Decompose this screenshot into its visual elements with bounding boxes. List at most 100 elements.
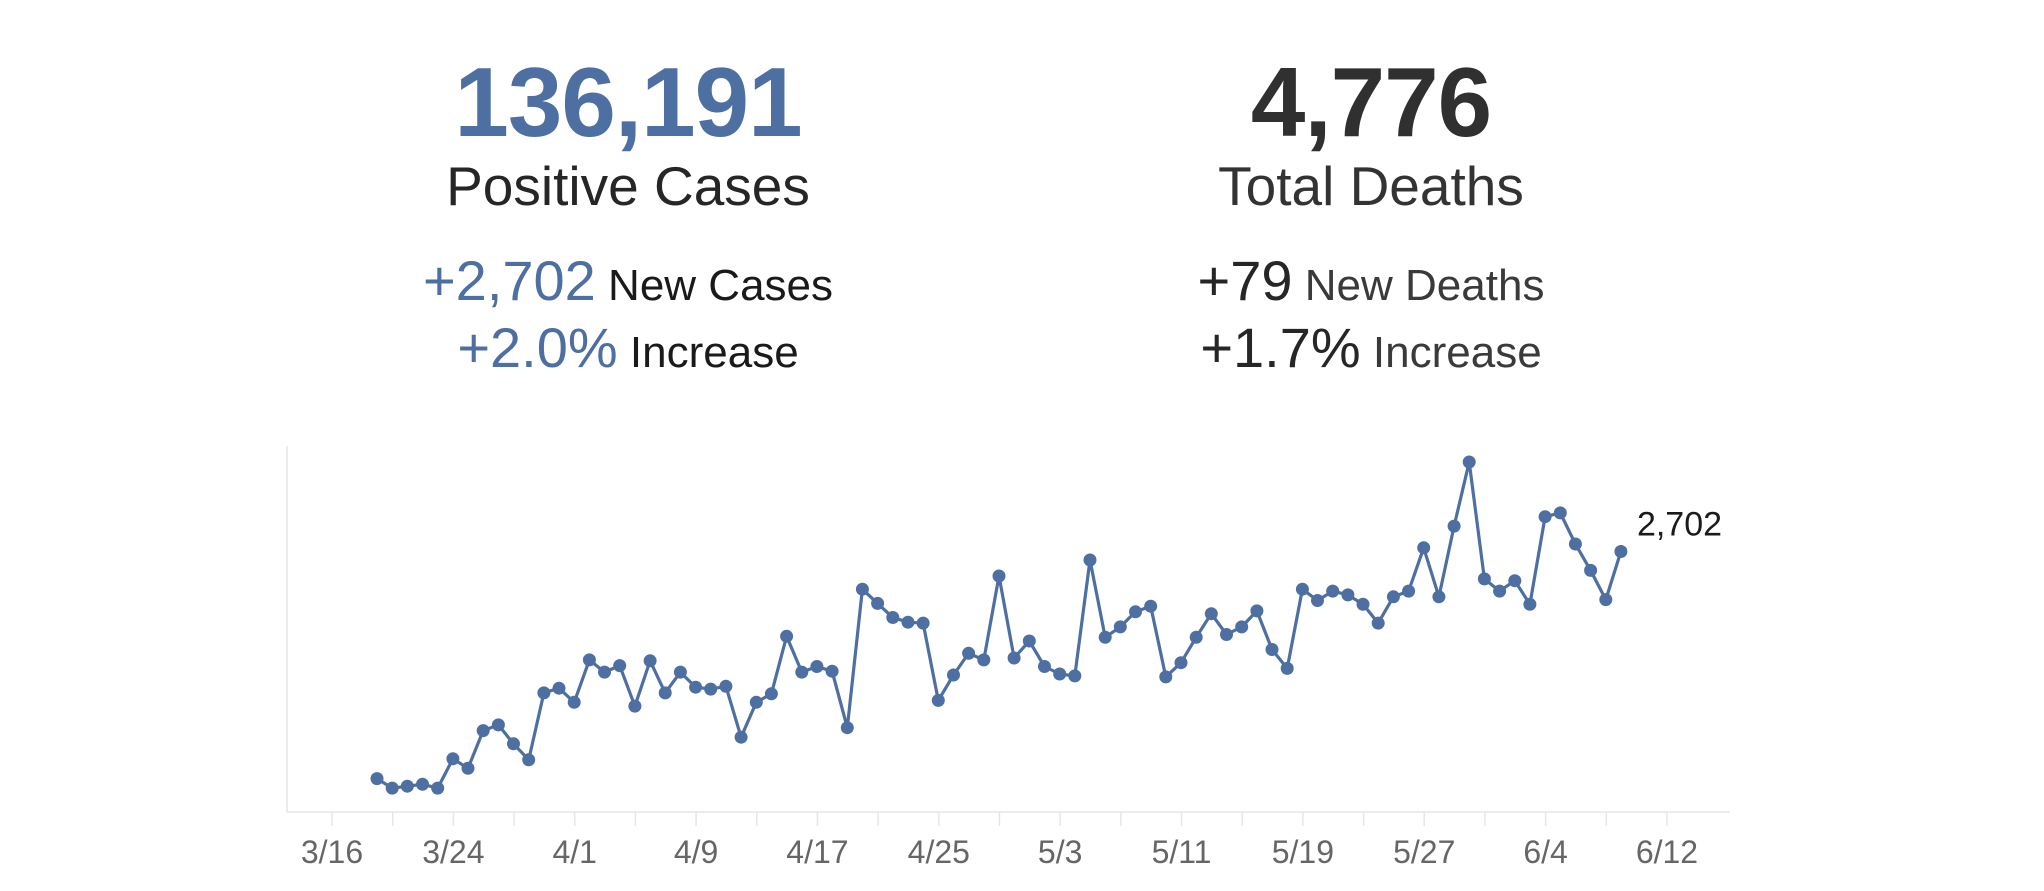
data-point — [628, 699, 642, 713]
deaths-increase-line: +1.7% Increase — [1021, 313, 1721, 388]
data-point — [1553, 506, 1567, 520]
x-tick-label: 5/11 — [1152, 834, 1212, 870]
x-tick-label: 3/24 — [422, 834, 484, 870]
total-deaths-total: 4,776 — [1250, 47, 1492, 157]
data-point — [1007, 651, 1021, 665]
deaths-increase-value: +1.7% — [1200, 316, 1361, 379]
data-point — [476, 724, 490, 738]
data-point — [370, 772, 384, 786]
data-point — [795, 665, 809, 679]
data-point — [734, 730, 748, 744]
data-point — [643, 654, 657, 668]
x-tick-label: 4/17 — [786, 834, 848, 870]
data-point — [1129, 605, 1142, 619]
total-deaths-label: Total Deaths — [1218, 155, 1524, 217]
data-point — [855, 582, 869, 596]
data-point — [780, 629, 794, 643]
data-point — [1220, 628, 1233, 641]
cases-increase-line: +2.0% Increase — [278, 313, 978, 388]
data-point — [947, 668, 960, 682]
data-point — [1053, 667, 1067, 681]
data-point — [704, 682, 718, 696]
data-point — [461, 761, 475, 775]
new-cases-value: +2,702 — [422, 249, 596, 312]
data-point — [764, 687, 778, 701]
data-point — [749, 695, 763, 709]
data-point — [1098, 630, 1112, 644]
data-point — [1295, 582, 1309, 596]
data-point — [1204, 607, 1218, 621]
data-point — [400, 779, 414, 793]
data-point — [416, 777, 429, 791]
new-cases-line: +2,702 New Cases — [278, 246, 978, 321]
data-point — [1280, 661, 1294, 675]
new-deaths-label: New Deaths — [1304, 261, 1545, 310]
positive-cases-panel: 136,191 Positive Cases +2,702 New Cases … — [278, 48, 978, 388]
data-point — [1144, 599, 1158, 613]
data-point — [1235, 620, 1249, 634]
data-point — [1022, 634, 1036, 648]
data-point — [1113, 620, 1127, 634]
data-point — [871, 596, 885, 610]
data-point — [1386, 590, 1400, 604]
data-point — [810, 660, 824, 673]
data-point — [1250, 604, 1264, 618]
data-point — [658, 686, 672, 700]
positive-cases-label: Positive Cases — [446, 155, 810, 217]
x-tick-label: 3/16 — [301, 834, 363, 870]
data-point — [1038, 660, 1051, 673]
end-value-label: 2,702 — [1637, 506, 1722, 544]
data-point — [446, 752, 460, 766]
data-point — [522, 753, 536, 767]
x-tick-label: 4/25 — [908, 834, 970, 870]
data-point — [901, 615, 915, 629]
data-point — [1159, 670, 1173, 684]
data-point — [491, 718, 505, 732]
data-point — [962, 646, 976, 660]
data-point — [1356, 597, 1370, 611]
data-point — [598, 665, 611, 679]
positive-cases-total: 136,191 — [454, 47, 802, 157]
data-point — [1568, 537, 1582, 551]
new-deaths-line: +79 New Deaths — [1021, 246, 1721, 321]
data-point — [719, 679, 733, 693]
data-point — [673, 665, 687, 679]
data-point — [1523, 597, 1537, 611]
data-point — [886, 611, 900, 624]
x-tick-label: 5/3 — [1038, 834, 1082, 870]
data-point — [1341, 588, 1355, 602]
data-point — [931, 693, 945, 707]
data-point — [1417, 541, 1431, 555]
series-line — [376, 460, 1623, 790]
data-point — [1189, 630, 1203, 644]
data-point — [1068, 669, 1082, 683]
data-point — [992, 569, 1006, 583]
data-point — [1447, 519, 1461, 533]
deaths-increase-label: Increase — [1372, 328, 1542, 377]
cases-increase-value: +2.0% — [457, 316, 618, 379]
data-point — [1402, 584, 1416, 598]
data-point — [1614, 545, 1628, 558]
data-point — [385, 781, 399, 795]
data-point — [1083, 553, 1097, 567]
new-deaths-value: +79 — [1197, 249, 1293, 312]
data-point — [1493, 584, 1507, 598]
x-tick-label: 4/9 — [674, 834, 718, 870]
data-point — [1371, 616, 1385, 630]
data-point — [613, 659, 627, 673]
data-point — [552, 681, 566, 695]
data-point — [1326, 584, 1340, 598]
x-tick-label: 6/4 — [1523, 834, 1567, 870]
data-point — [1508, 574, 1522, 588]
x-tick-label: 5/19 — [1272, 834, 1334, 870]
data-point — [567, 695, 581, 709]
data-point — [507, 737, 520, 751]
cases-increase-label: Increase — [629, 328, 799, 377]
data-point — [916, 616, 930, 630]
data-point — [977, 653, 991, 667]
data-point — [537, 686, 551, 700]
data-point — [582, 653, 596, 667]
new-cases-label: New Cases — [608, 261, 834, 310]
data-point — [1584, 563, 1598, 577]
data-point — [840, 721, 854, 735]
